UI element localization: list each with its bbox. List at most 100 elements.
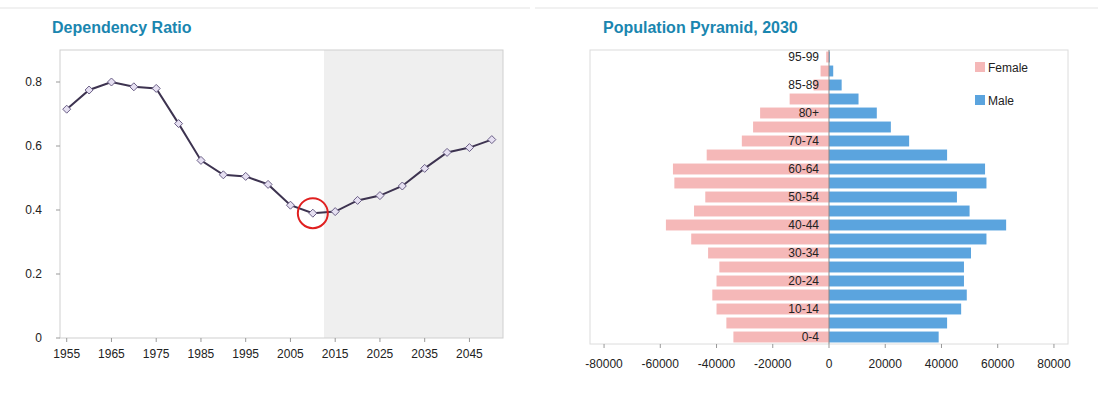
bar [829, 136, 909, 147]
chart-title: Dependency Ratio [52, 19, 192, 36]
line-chart: Dependency Ratio00.20.40.60.819551965197… [25, 19, 503, 361]
bar [821, 66, 829, 77]
projection-shade [324, 50, 503, 338]
marker [376, 192, 384, 200]
x-tick-label: 1995 [232, 347, 259, 361]
x-tick [604, 344, 605, 348]
marker [488, 136, 496, 144]
pyramid-chart: Population Pyramid, 2030 -80000 -60000 -400… [585, 19, 1071, 371]
category-label: 40-44 [788, 218, 819, 232]
x-tick-label: -20000 [754, 357, 792, 371]
x-tick-label: 80000 [1037, 357, 1071, 371]
x-tick-label: 0 [826, 357, 833, 371]
x-tick [156, 338, 157, 342]
category-label: 95-99 [788, 50, 819, 64]
x-tick [200, 338, 201, 342]
bar [691, 234, 829, 245]
marker [443, 148, 451, 156]
y-tick-label: 0.6 [25, 139, 42, 153]
category-label: 20-24 [788, 274, 819, 288]
category-label: 10-14 [788, 302, 819, 316]
chart-title: Population Pyramid, 2030 [603, 19, 798, 36]
x-tick [660, 344, 661, 348]
highlight-circle [298, 198, 328, 228]
header-rule [535, 8, 1098, 9]
x-tick [290, 338, 291, 342]
bar [829, 234, 986, 245]
bar [674, 178, 829, 189]
marker [421, 164, 429, 172]
bar [829, 290, 967, 301]
bar [829, 332, 939, 343]
bar [829, 94, 859, 105]
legend-label: Male [988, 94, 1014, 108]
marker [197, 156, 205, 164]
x-tick [1053, 344, 1054, 348]
x-tick-label: -40000 [698, 357, 736, 371]
bar [753, 122, 829, 133]
x-tick [941, 344, 942, 348]
plot-frame [590, 50, 1068, 344]
bar [829, 164, 985, 175]
marker [309, 209, 317, 217]
data-layer [666, 52, 1006, 343]
bar [829, 262, 964, 273]
bar [829, 248, 971, 259]
x-tick [997, 344, 998, 348]
y-tick [56, 338, 60, 339]
x-tick-label: -80000 [585, 357, 623, 371]
plot-frame [60, 50, 503, 338]
x-tick-label: 1975 [143, 347, 170, 361]
x-tick-label: 40000 [925, 357, 959, 371]
x-tick-label: 2015 [322, 347, 349, 361]
bar [829, 80, 842, 91]
marker [63, 105, 71, 113]
page: Dependency Ratio00.20.40.60.819551965197… [0, 0, 1098, 398]
bar [790, 94, 829, 105]
x-tick-label: 60000 [981, 357, 1015, 371]
x-tick [424, 338, 425, 342]
bar [829, 108, 877, 119]
x-tick-label: 2035 [411, 347, 438, 361]
bar [829, 192, 957, 203]
marker [465, 144, 473, 152]
x-tick-label: -60000 [642, 357, 680, 371]
bar [712, 290, 829, 301]
x-tick-label: 20000 [869, 357, 903, 371]
marker [331, 208, 339, 216]
bar [829, 206, 970, 217]
marker [242, 172, 250, 180]
x-tick [772, 344, 773, 348]
marker [219, 171, 227, 179]
marker [286, 201, 294, 209]
x-tick-label: 1955 [53, 347, 80, 361]
bar [829, 122, 891, 133]
marker [107, 78, 115, 86]
x-tick [245, 338, 246, 342]
bar [829, 304, 961, 315]
legend-swatch [975, 95, 985, 105]
x-tick-label: 2045 [456, 347, 483, 361]
marker [130, 83, 138, 91]
x-tick [716, 344, 717, 348]
legend-label: Female [988, 61, 1028, 75]
category-label: 0-4 [802, 330, 820, 344]
category-label: 85-89 [788, 78, 819, 92]
header-rule [0, 8, 530, 9]
marker [175, 120, 183, 128]
x-tick [379, 338, 380, 342]
y-tick [56, 82, 60, 83]
marker [85, 86, 93, 94]
data-layer [63, 78, 496, 217]
y-tick-label: 0.4 [25, 203, 42, 217]
y-tick [56, 274, 60, 275]
legend-swatch [975, 62, 985, 72]
marker [398, 182, 406, 190]
x-tick [111, 338, 112, 342]
y-tick-label: 0 [35, 331, 42, 345]
y-tick-label: 0.8 [25, 75, 42, 89]
marker [264, 180, 272, 188]
bar [719, 262, 829, 273]
bar [726, 318, 829, 329]
bar [829, 178, 986, 189]
